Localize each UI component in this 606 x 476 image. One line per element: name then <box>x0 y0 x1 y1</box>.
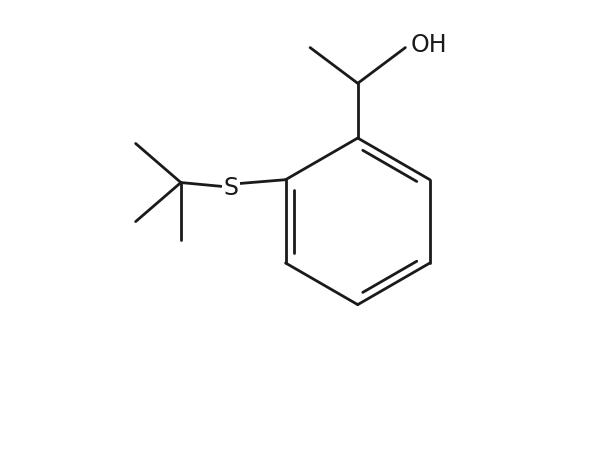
Text: OH: OH <box>411 33 448 57</box>
Text: S: S <box>224 176 238 200</box>
